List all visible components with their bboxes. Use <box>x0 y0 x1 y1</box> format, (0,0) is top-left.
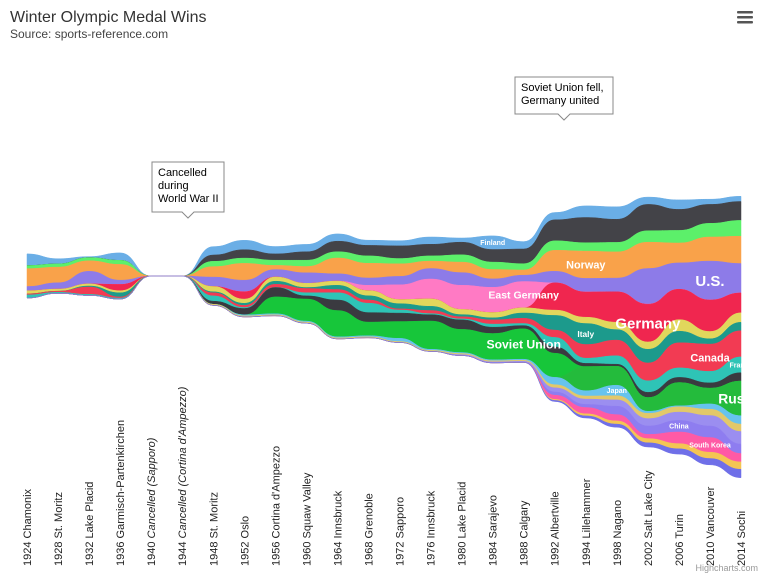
x-tick-label: 1988 Calgary <box>519 500 531 566</box>
x-tick-label: 1928 St. Moritz <box>53 492 65 566</box>
hamburger-icon-line-2 <box>737 16 753 19</box>
annotation-box <box>151 161 225 219</box>
x-tick-label: 1980 Lake Placid <box>457 482 469 566</box>
x-tick-label: 1976 Innsbruck <box>426 490 438 566</box>
series-area-unnamed-20[interactable] <box>26 275 742 478</box>
x-tick-label: 2010 Vancouver <box>705 486 717 566</box>
series-label-east-germany: East Germany <box>488 289 559 301</box>
x-tick-label: 1968 Grenoble <box>364 493 376 566</box>
series-label-china: China <box>669 424 689 431</box>
x-tick-label: 1932 Lake Placid <box>84 482 96 566</box>
x-tick-label: 1952 Oslo <box>239 516 251 566</box>
x-tick-label: 1948 St. Moritz <box>208 492 220 566</box>
x-tick-label: 1956 Cortina d'Ampezzo <box>270 446 282 566</box>
x-tick-label: 1972 Sapporo <box>395 497 407 566</box>
context-menu-button[interactable] <box>733 7 757 27</box>
series-label-u-s-: U.S. <box>695 273 724 290</box>
x-tick-label: 1964 Innsbruck <box>332 490 344 566</box>
series-label-soviet-union: Soviet Union <box>486 337 560 351</box>
series-label-finland: Finland <box>480 240 505 247</box>
annotation-text: Cancelled <box>158 167 207 179</box>
chart-title: Winter Olympic Medal Wins <box>10 9 206 26</box>
series-label-france: France <box>730 362 753 369</box>
annotation-text: Soviet Union fell, <box>521 82 604 94</box>
x-tick-label: 2006 Turin <box>674 514 686 566</box>
x-axis: 1924 Chamonix 1928 St. Moritz 1932 Lake Pl… <box>22 386 748 566</box>
hamburger-icon-line-3 <box>737 21 753 24</box>
series-label-norway: Norway <box>566 260 605 272</box>
x-tick-label: 1944 Cancelled (Cortina d'Ampezzo) <box>177 386 189 566</box>
annotation-text: World War II <box>158 193 219 205</box>
x-tick-label: 1960 Squaw Valley <box>301 472 313 566</box>
series-labels: Finland Norway U.S. East Germany Germany Ital… <box>480 240 764 449</box>
series-label-japan: Japan <box>607 388 627 395</box>
annotation-text: during <box>158 180 189 192</box>
x-tick-label: 2014 Sochi <box>736 511 748 566</box>
series-layer <box>26 196 742 478</box>
annotation-text: Germany united <box>521 95 599 107</box>
x-tick-label: 1998 Nagano <box>612 500 624 566</box>
x-tick-label: 1992 Albertville <box>550 491 562 566</box>
series-label-russia: Russia <box>718 390 764 406</box>
x-tick-label: 1924 Chamonix <box>22 488 34 566</box>
series-label-south-korea: South Korea <box>689 442 731 449</box>
annotation-box <box>514 76 614 121</box>
x-tick-label: 1984 Sarajevo <box>488 495 500 566</box>
x-tick-label: 2002 Salt Lake City <box>643 470 655 566</box>
x-tick-label: 1936 Garmisch-Partenkirchen <box>115 420 127 566</box>
chart-subtitle: Source: sports-reference.com <box>10 27 168 41</box>
series-label-italy: Italy <box>577 329 594 339</box>
series-label-germany: Germany <box>615 315 681 332</box>
chart-header: Winter Olympic Medal Wins Source: sports… <box>10 9 206 41</box>
x-tick-label: 1994 Lillehammer <box>581 478 593 566</box>
series-label-canada: Canada <box>690 353 730 365</box>
hamburger-icon-line-1 <box>737 11 753 14</box>
credits[interactable]: Highcharts.com <box>695 563 758 573</box>
annotation-callout: Soviet Union fell,Germany united <box>514 76 614 121</box>
x-tick-label: 1940 Cancelled (Sapporo) <box>146 437 158 566</box>
